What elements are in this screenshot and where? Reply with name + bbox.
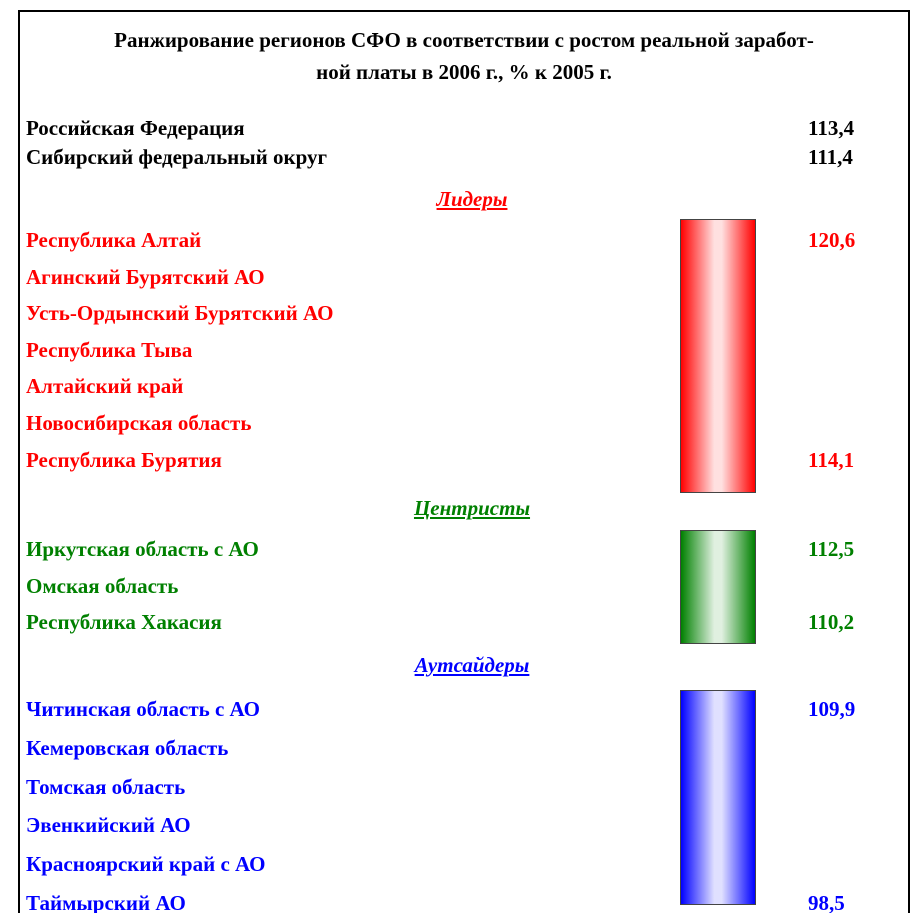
row-name: Таймырский АО [26, 891, 186, 913]
group-heading: Центристы [413, 496, 531, 520]
row-name: Омская область [26, 573, 179, 598]
row-name: Российская Федерация [26, 116, 245, 140]
row-value: 98,5 [808, 891, 845, 913]
group-heading: Лидеры [436, 187, 508, 211]
group-bar [680, 690, 756, 905]
title-line: ной платы в 2006 г., % к 2005 г. [316, 60, 612, 84]
row-name: Алтайский край [26, 374, 184, 399]
title-line: Ранжирование регионов СФО в соответствии… [114, 28, 814, 52]
row-name: Усть-Ордынский Бурятский АО [26, 301, 334, 326]
row-value: 109,9 [808, 697, 856, 721]
row-name: Иркутская область с АО [26, 537, 259, 561]
row-value: 112,5 [808, 537, 855, 561]
group-bar [680, 530, 756, 644]
row-value: 110,2 [808, 610, 855, 634]
row-name: Эвенкийский АО [26, 813, 191, 838]
row-name: Сибирский федеральный округ [26, 145, 328, 169]
group-bar [680, 219, 756, 493]
row-name: Республика Алтай [26, 228, 202, 252]
row-value: 111,4 [808, 145, 853, 169]
row-name: Читинская область с АО [26, 697, 261, 721]
row-value: 120,6 [808, 228, 856, 252]
row-name: Новосибирская область [26, 411, 252, 435]
group-heading: Аутсайдеры [414, 653, 530, 677]
row-name: Томская область [26, 774, 186, 799]
row-name: Кемеровская область [26, 735, 229, 760]
frame [18, 10, 910, 913]
row-name: Республика Хакасия [26, 610, 222, 634]
row-name: Республика Тыва [26, 337, 193, 362]
row-name: Республика Бурятия [26, 447, 222, 472]
row-value: 113,4 [808, 116, 855, 140]
row-name: Красноярский край с АО [26, 852, 266, 877]
row-name: Агинский Бурятский АО [26, 264, 265, 289]
row-value: 114,1 [808, 447, 855, 472]
